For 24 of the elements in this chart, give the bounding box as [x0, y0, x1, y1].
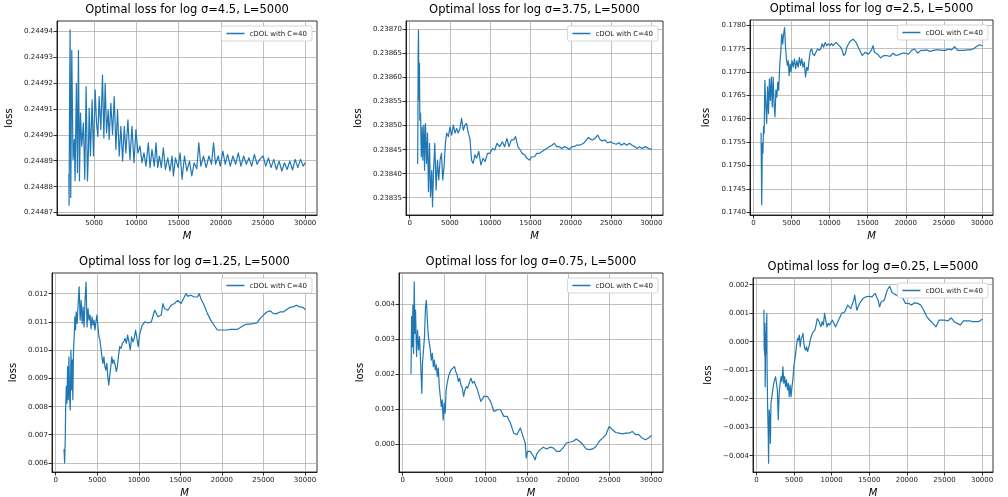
chart-title: Optimal loss for log σ=4.5, L=5000	[85, 2, 289, 16]
y-axis-title: loss	[351, 108, 363, 128]
line-series	[763, 285, 983, 464]
line-series	[68, 29, 306, 206]
x-axis-title: M	[526, 487, 536, 497]
x-axis-title: M	[530, 230, 540, 242]
chart-title: Optimal loss for log σ=2.5, L=5000	[769, 1, 974, 15]
x-axis-title: M	[868, 487, 878, 497]
x-axis-title: M	[867, 230, 877, 242]
x-axis-title: M	[180, 487, 190, 497]
line-series	[410, 281, 652, 461]
chart-title: Optimal loss for log σ=3.75, L=5000	[429, 2, 640, 16]
y-axis-title: loss	[353, 362, 365, 383]
line-series	[760, 26, 983, 206]
y-axis-title: loss	[2, 108, 14, 128]
chart-title: Optimal loss for log σ=1.25, L=5000	[79, 254, 290, 268]
line-series	[417, 29, 652, 208]
y-axis-title: loss	[700, 107, 712, 128]
y-axis-title: loss	[6, 362, 18, 383]
chart-title: Optimal loss for log σ=0.75, L=5000	[425, 254, 637, 268]
chart-title: Optimal loss for log σ=0.25, L=5000	[767, 259, 979, 273]
y-axis-title: loss	[701, 365, 713, 385]
x-axis-title: M	[182, 230, 192, 242]
line-series	[63, 281, 306, 464]
